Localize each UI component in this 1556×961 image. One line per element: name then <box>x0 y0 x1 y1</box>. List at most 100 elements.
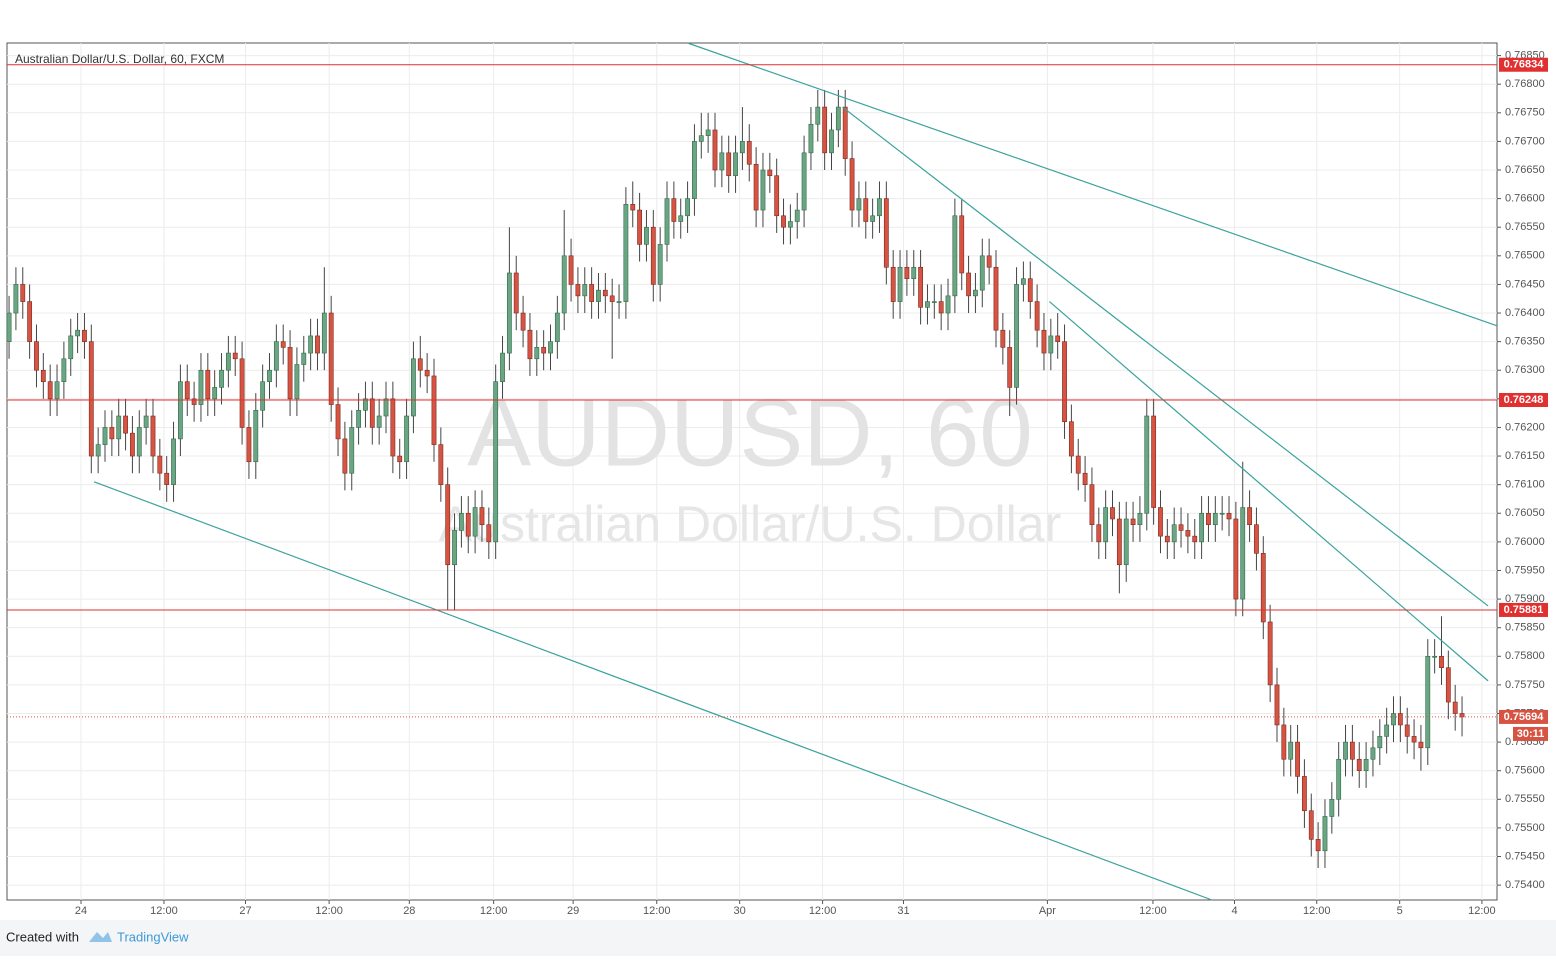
y-tick-label: 0.76100 <box>1505 479 1545 491</box>
candle-body <box>596 289 601 302</box>
candle-body <box>1288 741 1294 760</box>
y-tick-label: 0.76550 <box>1505 221 1545 233</box>
y-tick-label: 0.76650 <box>1505 164 1545 176</box>
candle-body <box>1130 518 1136 526</box>
candle-body <box>1158 507 1163 537</box>
watermark-subtitle: Australian Dollar/U.S. Dollar <box>439 496 1061 552</box>
candle-body <box>1397 713 1403 726</box>
candle-body <box>890 266 896 302</box>
level-label: 0.75881 <box>1504 604 1544 616</box>
x-tick-label: 5 <box>1397 905 1403 917</box>
x-tick-label: 4 <box>1231 905 1237 917</box>
candle-body <box>404 415 409 463</box>
candle-body <box>657 244 663 285</box>
y-tick-label: 0.76400 <box>1505 307 1545 319</box>
y-tick-label: 0.76350 <box>1505 336 1545 348</box>
footer-brand[interactable]: TradingView <box>117 929 189 944</box>
candle-body <box>1329 799 1335 817</box>
candle-body <box>534 347 540 360</box>
candle-body <box>1062 341 1067 423</box>
candle-body <box>1295 741 1300 777</box>
candle-body <box>68 335 74 360</box>
candle-body <box>212 387 218 400</box>
candle-body <box>1432 655 1438 658</box>
candle-body <box>205 369 211 400</box>
candle-body <box>630 204 636 211</box>
candle-body <box>315 335 320 354</box>
candle-body <box>280 341 286 348</box>
y-tick-label: 0.76500 <box>1505 250 1545 262</box>
candle-body <box>363 398 368 411</box>
candle-body <box>109 427 115 440</box>
candle-body <box>102 427 108 445</box>
candle-body <box>143 415 149 428</box>
countdown: 30:11 <box>1517 728 1545 740</box>
y-tick-label: 0.75450 <box>1505 850 1545 862</box>
candle-body <box>465 512 471 537</box>
candle-body <box>1144 415 1150 514</box>
candle-body <box>27 301 33 342</box>
candle-body <box>321 312 327 354</box>
candle-body <box>1439 655 1444 669</box>
candle-body <box>1041 329 1047 354</box>
candle-body <box>164 472 170 485</box>
candle-body <box>1391 713 1396 726</box>
candle-body <box>794 209 800 222</box>
y-tick-label: 0.75600 <box>1505 765 1545 777</box>
y-tick-label: 0.76800 <box>1505 78 1545 90</box>
candle-body <box>1206 512 1211 526</box>
x-tick-label: Apr <box>1039 905 1056 917</box>
candle-body <box>431 375 437 445</box>
candle-body <box>1322 816 1328 852</box>
candle-body <box>1219 512 1225 515</box>
candle-body <box>171 438 176 485</box>
candle-body <box>232 352 238 360</box>
candle-body <box>1418 741 1424 749</box>
candle-body <box>239 358 245 428</box>
candle-body <box>1425 655 1431 749</box>
candle-body <box>740 141 745 154</box>
candle-body <box>911 266 917 280</box>
candle-body <box>1151 415 1157 508</box>
x-tick-label: 12:00 <box>1468 905 1496 917</box>
candle-body <box>356 409 361 428</box>
level-label-bg <box>1499 392 1548 407</box>
candle-body <box>301 352 307 365</box>
x-tick-label: 28 <box>403 905 415 917</box>
candle-body <box>287 347 293 400</box>
candle-body <box>623 204 629 302</box>
candle-body <box>904 266 910 280</box>
y-tick-label: 0.75850 <box>1505 622 1545 634</box>
y-tick-label: 0.75750 <box>1505 679 1545 691</box>
candle-body <box>678 215 684 222</box>
candle-body <box>1014 284 1019 388</box>
candle-body <box>767 169 773 177</box>
candle-body <box>219 369 224 388</box>
candle-body <box>979 255 985 291</box>
candle-body <box>925 301 930 308</box>
candle-body <box>493 381 499 543</box>
candle-body <box>685 198 690 217</box>
x-tick-label: 12:00 <box>150 905 178 917</box>
candle-body <box>1089 484 1095 526</box>
candle-body <box>335 404 341 440</box>
countdown-bg <box>1513 726 1548 741</box>
candle-body <box>527 329 533 360</box>
candle-body <box>445 484 451 566</box>
x-tick-label: 29 <box>567 905 579 917</box>
candle-body <box>1308 810 1314 840</box>
candle-body <box>692 141 697 199</box>
candle-body <box>712 129 718 171</box>
x-tick-label: 30 <box>734 905 746 917</box>
candle-body <box>1459 713 1465 718</box>
candle-body <box>82 329 87 342</box>
x-tick-label: 12:00 <box>1303 905 1331 917</box>
candle-body <box>1384 724 1390 737</box>
candle-body <box>1178 524 1184 531</box>
trendline <box>1049 301 1489 682</box>
candle-body <box>267 369 272 382</box>
candle-body <box>1452 701 1458 714</box>
candle-body <box>246 427 252 463</box>
candle-body <box>568 255 574 285</box>
